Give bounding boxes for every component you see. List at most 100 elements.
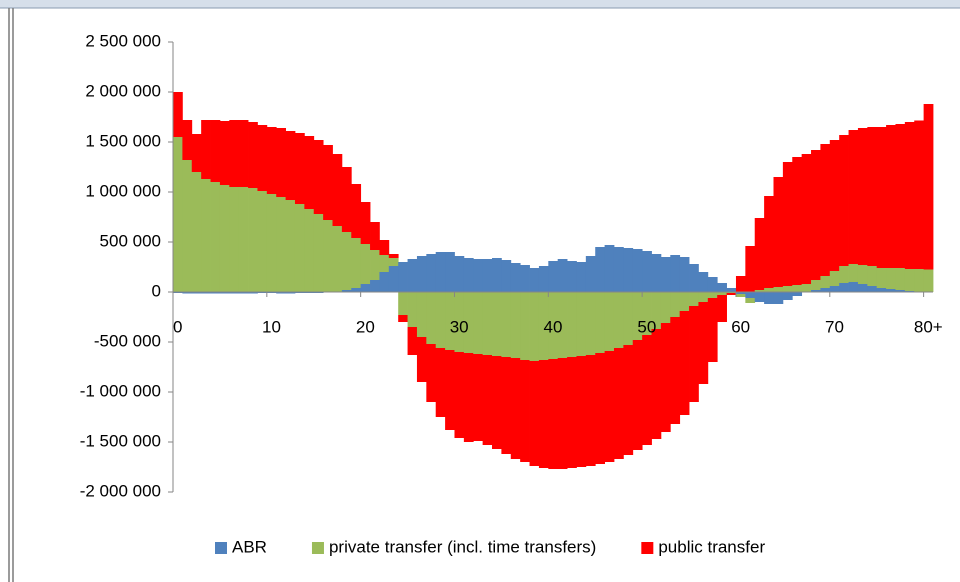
bar-segment [670, 317, 681, 424]
bar-segment [811, 290, 821, 292]
bar-segment [754, 290, 765, 292]
bar-segment [510, 292, 521, 358]
bar-segment [679, 292, 690, 311]
bar-segment [782, 162, 793, 286]
bar-segment [173, 137, 183, 292]
bar-segment [520, 265, 530, 292]
bar-segment [792, 292, 803, 296]
bar-segment [567, 292, 577, 357]
bar-segment [304, 209, 315, 292]
y-tick-label: -2 000 000 [80, 481, 161, 500]
bar-segment [360, 284, 371, 292]
bar-segment [876, 127, 887, 268]
bar-segment [201, 179, 211, 292]
bar-segment [285, 131, 296, 200]
bar-segment [219, 185, 230, 292]
bar-segment [388, 258, 399, 266]
bar-segment [182, 292, 193, 294]
bar-segment [773, 292, 784, 304]
bar-segment [501, 292, 512, 357]
bar-segment [492, 292, 502, 356]
bar-segment [792, 157, 803, 285]
bar-segment [351, 184, 362, 238]
bar-segment [735, 292, 746, 294]
bar-segment [820, 144, 831, 276]
bar-segment [398, 262, 408, 292]
bar-segment [463, 353, 474, 442]
bar-segment [914, 120, 925, 269]
bar-segment [735, 294, 746, 297]
bar-segment [792, 285, 803, 292]
y-tick-label: 1 500 000 [85, 131, 161, 150]
bar-segment [276, 197, 286, 292]
bar-segment [191, 292, 202, 294]
bar-segment [867, 127, 878, 266]
bar-segment [173, 92, 183, 137]
bar-segment [294, 204, 305, 292]
bar-segment [717, 292, 727, 295]
bar-segment [895, 290, 906, 292]
bar-segment [548, 292, 559, 359]
bar-segment [501, 357, 512, 454]
x-tick-label: 20 [356, 317, 375, 336]
bar-segment [876, 288, 887, 292]
legend-label: public transfer [658, 537, 765, 556]
legend-swatch [641, 542, 654, 554]
bar-segment [482, 259, 493, 292]
bar-segment [548, 261, 559, 292]
bar-segment [642, 251, 652, 292]
bar-segment [248, 188, 258, 292]
bar-segment [210, 120, 221, 182]
bar-segment [229, 120, 240, 187]
bar-segment [510, 263, 521, 292]
bar-segment [632, 292, 643, 340]
bar-segment [670, 292, 681, 317]
bar-segment [416, 256, 427, 292]
bar-segment [304, 136, 315, 209]
bar-segment [604, 351, 615, 462]
y-tick-label: 2 000 000 [85, 81, 161, 100]
bar-segment [266, 194, 277, 292]
bar-segment [454, 256, 465, 292]
bar-segment [886, 289, 896, 292]
bar-segment [341, 290, 352, 292]
x-tick-label: 70 [825, 317, 844, 336]
x-tick-label: 40 [544, 317, 563, 336]
bar-segment [360, 244, 371, 284]
bar-segment [398, 315, 408, 322]
bar-segment [370, 222, 380, 250]
bar-segment [904, 269, 915, 291]
bar-segment [248, 292, 258, 294]
plot-area: -2 000 000 -1 500 000 -1 000 000 -500 000 0 5… [80, 31, 943, 556]
bar-segment [745, 292, 756, 298]
bar-segment [576, 262, 587, 292]
bar-segment [201, 120, 211, 179]
bar-segment [642, 292, 652, 335]
x-tick-label: 50 [637, 317, 656, 336]
bar-segment [895, 124, 906, 268]
bar-segment [782, 292, 793, 300]
bar-segment [811, 150, 821, 280]
bar-segment [811, 280, 821, 290]
bar-segment [529, 292, 540, 361]
bar-segment [445, 252, 455, 292]
x-tick-label: 30 [450, 317, 469, 336]
bar-segment [435, 252, 446, 292]
bar-segment [454, 292, 465, 352]
bar-segment [435, 348, 446, 417]
x-tick-label: 10 [262, 317, 281, 336]
bar-segment [801, 154, 812, 284]
bar-segment [923, 104, 934, 270]
bar-segment [632, 249, 643, 292]
bar-segment [426, 254, 437, 292]
bar-segment [698, 272, 709, 292]
bar-segment [839, 283, 849, 292]
bar-segment [370, 250, 380, 280]
bar-segment [651, 254, 662, 292]
bar-segment [210, 292, 221, 294]
bar-segment [820, 276, 831, 288]
bar-segment [604, 245, 615, 292]
bar-segment [219, 292, 230, 294]
y-tick-label: -1 500 000 [80, 431, 161, 450]
